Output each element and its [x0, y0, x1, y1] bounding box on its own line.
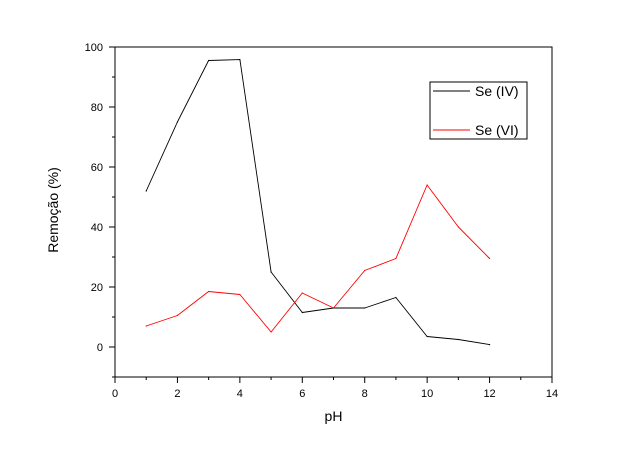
- x-tick-label: 2: [174, 388, 180, 400]
- data-point: [457, 338, 459, 341]
- y-tick-label: 20: [91, 282, 103, 294]
- legend-label-se-iv: Se (IV): [475, 83, 519, 99]
- data-point: [364, 307, 366, 309]
- data-point: [426, 335, 428, 338]
- data-point: [395, 257, 397, 260]
- data-point: [301, 292, 303, 294]
- y-tick-label: 0: [97, 342, 103, 354]
- y-axis-title: Remoção (%): [45, 167, 61, 253]
- x-tick-label: 10: [421, 388, 433, 400]
- x-tick-label: 8: [362, 388, 368, 400]
- data-point: [239, 59, 241, 61]
- data-point: [426, 184, 428, 186]
- x-tick-label: 6: [299, 388, 305, 400]
- y-tick-label: 80: [91, 102, 103, 114]
- series-line-se-vi: [146, 184, 490, 333]
- data-point: [395, 296, 397, 299]
- y-tick-label: 100: [85, 42, 103, 54]
- data-point: [270, 271, 272, 273]
- series-line-se-iv: [145, 59, 490, 346]
- x-tick-label: 4: [237, 388, 243, 400]
- legend-label-se-vi: Se (VI): [475, 122, 519, 138]
- x-tick-label: 0: [112, 388, 118, 400]
- data-point: [208, 290, 210, 293]
- x-tick-label: 14: [546, 388, 558, 400]
- y-tick-label: 60: [91, 162, 103, 174]
- legend: Se (IV) Se (VI): [429, 81, 528, 140]
- data-point: [364, 269, 366, 272]
- data-point: [208, 59, 210, 62]
- data-point: [145, 190, 147, 192]
- y-tick-label: 40: [91, 222, 103, 234]
- data-point: [239, 293, 241, 296]
- data-point: [270, 331, 272, 333]
- series-layer: [145, 59, 491, 346]
- data-point: [145, 325, 147, 327]
- data-point: [301, 311, 303, 314]
- x-axis: 0 2 4 6 8 10 12 14: [112, 377, 558, 400]
- x-tick-label: 12: [483, 388, 495, 400]
- data-point: [488, 344, 491, 346]
- data-point: [176, 121, 179, 123]
- data-point: [488, 257, 491, 260]
- data-point: [457, 226, 459, 228]
- data-point: [176, 314, 179, 317]
- y-axis: 0 20 40 60 80 100: [85, 42, 115, 378]
- x-axis-title: pH: [325, 408, 343, 424]
- data-point: [332, 307, 335, 309]
